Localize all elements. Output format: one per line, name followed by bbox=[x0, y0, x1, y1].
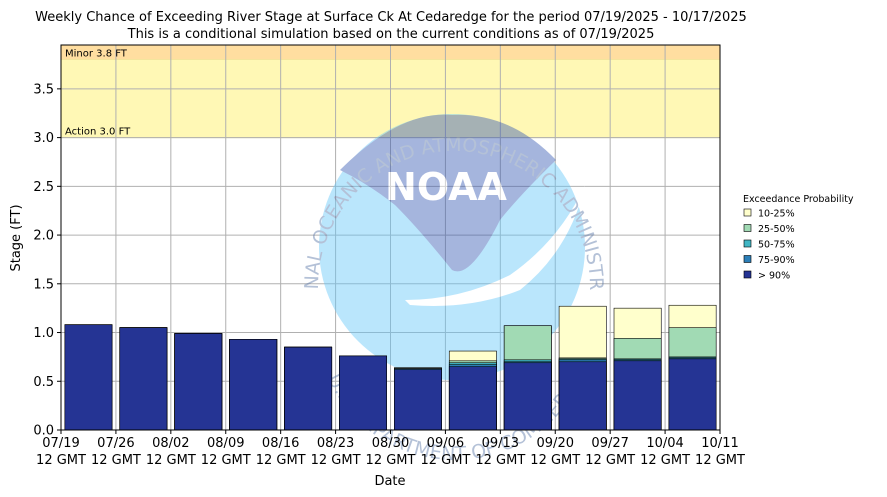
x-tick-time: 12 GMT bbox=[91, 453, 141, 468]
y-tick-label: 3.5 bbox=[33, 82, 54, 97]
x-tick-date: 09/13 bbox=[482, 436, 519, 451]
y-tick-label: 1.5 bbox=[33, 277, 54, 292]
x-tick-time: 12 GMT bbox=[311, 453, 361, 468]
bar-90 bbox=[284, 346, 333, 430]
bar-90 bbox=[558, 361, 607, 430]
x-tick-date: 08/16 bbox=[262, 436, 299, 451]
x-tick-date: 10/11 bbox=[701, 436, 738, 451]
legend-swatch bbox=[743, 224, 752, 232]
x-tick-date: 08/02 bbox=[152, 436, 189, 451]
x-axis-label: Date bbox=[374, 474, 405, 489]
bar-90 bbox=[394, 369, 442, 430]
legend-swatch bbox=[743, 255, 752, 263]
flood-stage-label: Action 3.0 FT bbox=[65, 127, 131, 138]
x-tick-date: 07/26 bbox=[97, 436, 134, 451]
bar-90 bbox=[503, 362, 552, 430]
x-tick-date: 10/04 bbox=[646, 436, 683, 451]
y-tick-label: 3.0 bbox=[33, 131, 54, 146]
x-tick-time: 12 GMT bbox=[695, 453, 745, 468]
noaa-logo-text: NOAA bbox=[385, 165, 507, 209]
y-tick-label: 2.5 bbox=[33, 180, 54, 195]
y-tick-label: 0.0 bbox=[33, 424, 54, 439]
y-axis-label: Stage (FT) bbox=[9, 204, 24, 271]
noaa-logo-circle bbox=[319, 114, 585, 380]
legend-label: > 90% bbox=[758, 271, 790, 282]
chart-subtitle: This is a conditional simulation based o… bbox=[127, 27, 655, 42]
bar-90 bbox=[174, 333, 223, 430]
legend-label: 75-90% bbox=[758, 255, 795, 266]
bar-90 bbox=[229, 339, 278, 430]
flood-stage-labels: Minor 3.8 FT Action 3.0 FT bbox=[65, 49, 131, 138]
noaa-logo-top bbox=[340, 114, 556, 272]
y-tick-label: 2.0 bbox=[33, 229, 54, 244]
legend-label: 10-25% bbox=[758, 209, 795, 220]
x-tick-time: 12 GMT bbox=[146, 453, 196, 468]
bar-90 bbox=[668, 358, 717, 430]
x-tick-time: 12 GMT bbox=[201, 453, 251, 468]
x-tick-time: 12 GMT bbox=[585, 453, 635, 468]
x-tick-time: 12 GMT bbox=[475, 453, 525, 468]
legend-swatch bbox=[743, 208, 752, 217]
bar-90 bbox=[119, 327, 168, 430]
x-tick-date: 09/27 bbox=[591, 436, 628, 451]
x-tick-date: 08/23 bbox=[317, 436, 354, 451]
bar-90 bbox=[448, 366, 497, 430]
bar-90 bbox=[339, 355, 387, 430]
x-tick-time: 12 GMT bbox=[366, 453, 416, 468]
legend-swatch bbox=[743, 270, 752, 279]
grid-lines bbox=[60, 45, 721, 431]
x-tick-time: 12 GMT bbox=[256, 453, 306, 468]
legend-title: Exceedance Probability bbox=[743, 194, 854, 205]
y-tick-label: 1.0 bbox=[33, 326, 54, 341]
bar-90 bbox=[64, 324, 113, 430]
x-tick-date: 08/09 bbox=[207, 436, 244, 451]
legend-swatch bbox=[743, 239, 752, 248]
noaa-logo-gull bbox=[405, 185, 585, 306]
x-tick-date: 07/19 bbox=[42, 436, 79, 451]
chart-title: Weekly Chance of Exceeding River Stage a… bbox=[35, 10, 747, 25]
x-tick-time: 12 GMT bbox=[530, 453, 580, 468]
legend-label: 25-50% bbox=[758, 224, 795, 235]
legend: Exceedance Probability 10-25% 25-50% 50-75%… bbox=[743, 194, 854, 282]
flood-stage-label: Minor 3.8 FT bbox=[65, 49, 128, 60]
x-tick-date: 09/20 bbox=[537, 436, 574, 451]
x-tick-time: 12 GMT bbox=[640, 453, 690, 468]
x-tick-date: 08/30 bbox=[372, 436, 409, 451]
x-tick-time: 12 GMT bbox=[36, 453, 86, 468]
legend-label: 50-75% bbox=[758, 240, 795, 251]
bar-series bbox=[64, 304, 717, 430]
x-tick-time: 12 GMT bbox=[420, 453, 470, 468]
x-tick-date: 09/06 bbox=[427, 436, 464, 451]
y-axis: 0.0 0.5 1.0 1.5 2.0 2.5 3.0 3.5 bbox=[33, 82, 61, 439]
bar-90 bbox=[613, 360, 662, 430]
y-tick-label: 0.5 bbox=[33, 375, 54, 390]
x-axis: 07/19 12 GMT 07/26 12 GMT 08/02 12 GMT 08/09 12… bbox=[36, 430, 745, 468]
